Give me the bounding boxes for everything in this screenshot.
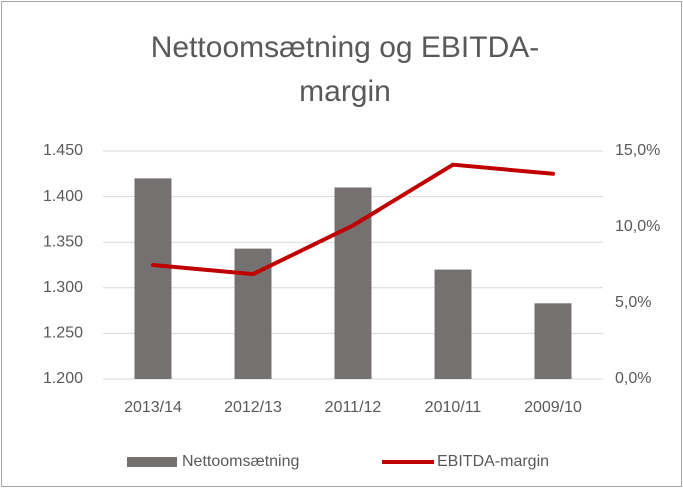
- legend-label: Nettoomsætning: [182, 453, 299, 470]
- y-tick-label: 1.200: [43, 370, 83, 387]
- bar: [134, 178, 172, 379]
- y-tick-label: 1.350: [43, 233, 83, 250]
- y-tick-label: 1.450: [43, 142, 83, 159]
- line-series: [151, 162, 555, 277]
- y2-tick-label: 0,0%: [615, 370, 651, 387]
- y-tick-label: 1.300: [43, 279, 83, 296]
- y-tick-label: 1.250: [43, 325, 83, 342]
- x-tick-label: 2012/13: [224, 399, 282, 416]
- legend-swatch: [127, 457, 177, 467]
- y2-tick-label: 10,0%: [615, 218, 660, 235]
- chart-title: Nettoomsætning og EBITDA-margin: [150, 31, 540, 108]
- legend-label: EBITDA-margin: [437, 453, 549, 470]
- x-tick-label: 2011/12: [325, 399, 382, 416]
- x-tick-label: 2013/14: [124, 399, 182, 416]
- bar: [534, 303, 572, 379]
- x-tick-label: 2009/10: [524, 399, 582, 416]
- bar: [434, 269, 472, 379]
- y2-tick-label: 15,0%: [615, 142, 660, 159]
- y-tick-label: 1.400: [43, 188, 83, 205]
- y2-tick-label: 5,0%: [615, 294, 651, 311]
- x-tick-label: 2010/11: [425, 399, 482, 416]
